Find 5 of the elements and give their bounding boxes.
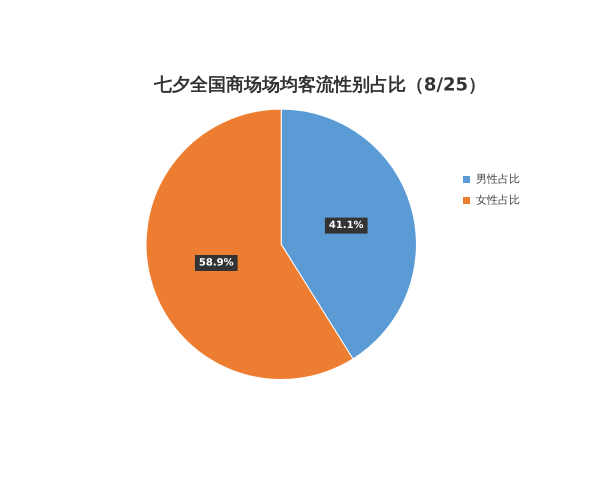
data-label: 58.9% [198, 258, 234, 269]
legend-label: 男性占比 [476, 172, 520, 186]
data-label: 41.1% [328, 220, 364, 232]
legend-label: 女性占比 [476, 193, 520, 206]
chart-title: 七夕全国商场场均客流性别占比（8/25） [152, 74, 486, 96]
